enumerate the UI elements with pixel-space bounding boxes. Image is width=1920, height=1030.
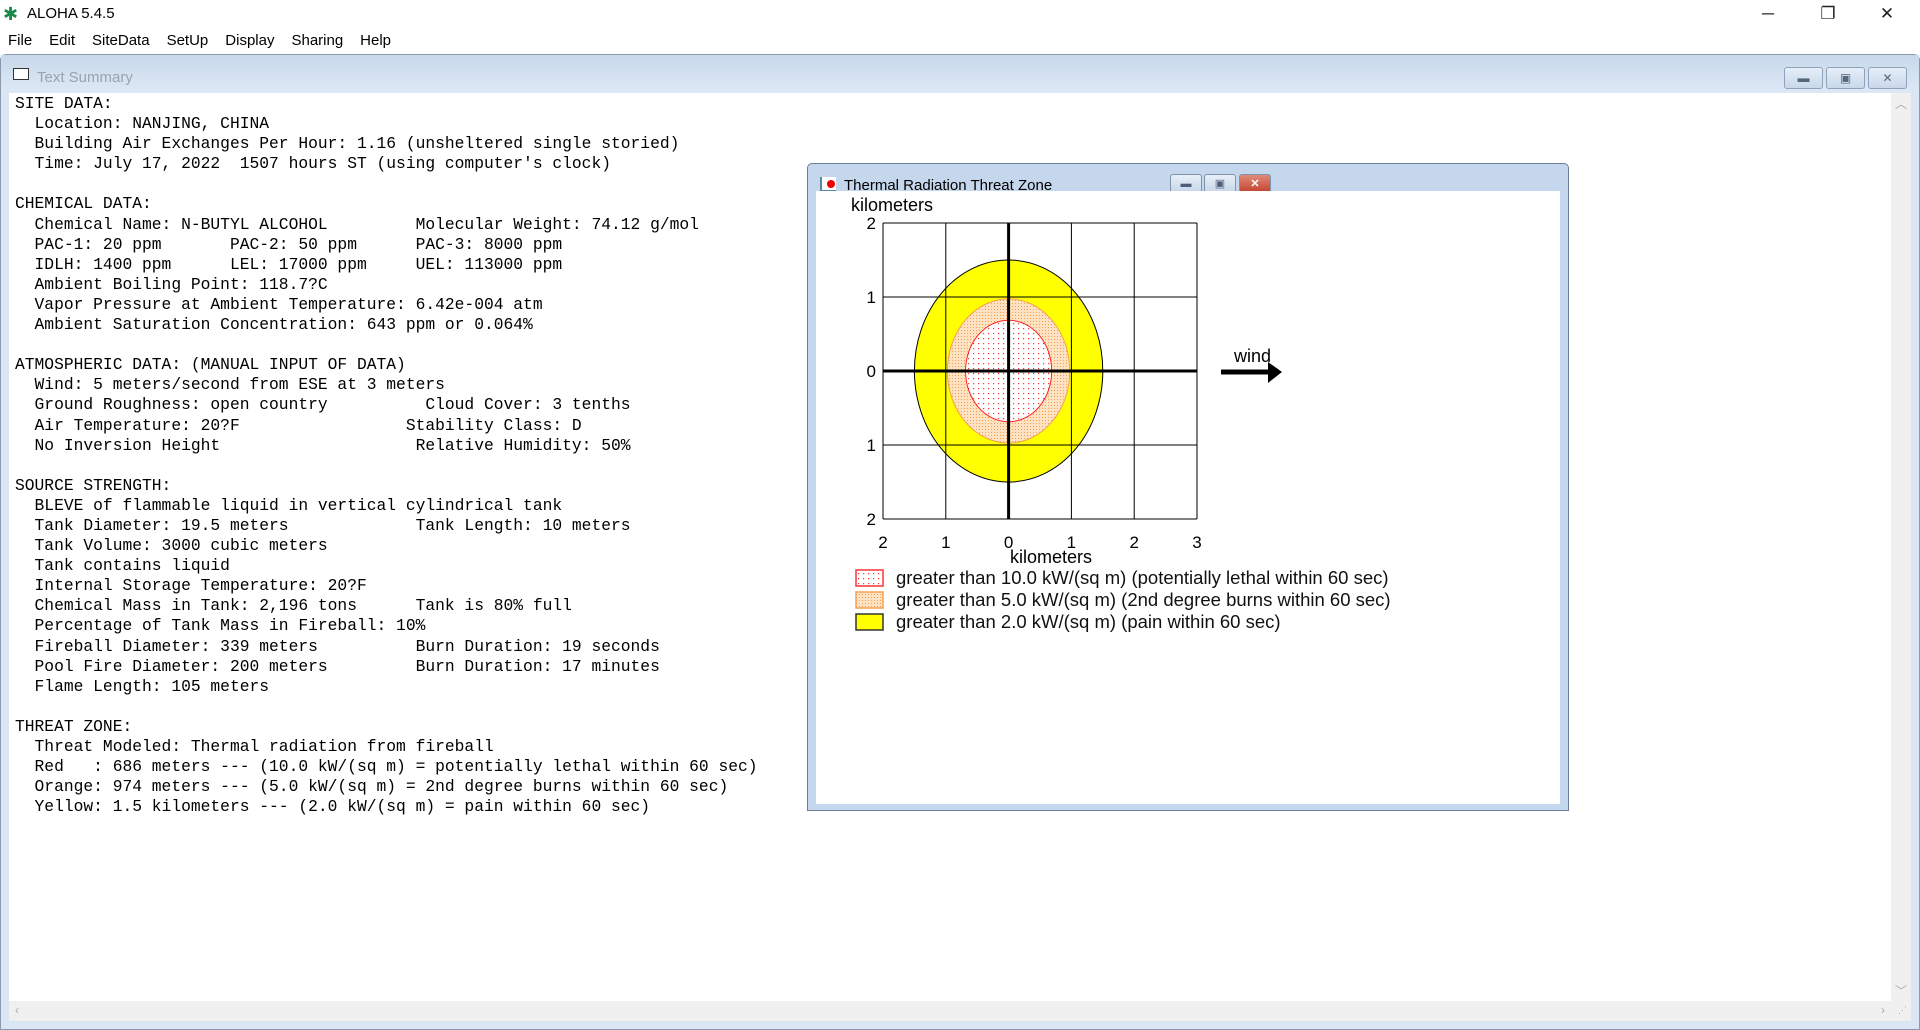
summary-line [15, 335, 758, 355]
summary-line: Fireball Diameter: 339 meters Burn Durat… [15, 636, 660, 656]
threat-zone-plot-area: 2 1 0 1 2 3 2 1 0 1 2 kilometers kilometers wind great… [816, 191, 1560, 804]
app-title-bar: ✱ ALOHA 5.4.5 ─ ❐ ✕ [0, 0, 1920, 28]
text-summary-title-bar[interactable]: Text Summary ▬ ▣ ✕ [1, 55, 1919, 93]
y-tick-label: 2 [867, 510, 876, 529]
x-tick-label: 1 [941, 533, 950, 552]
summary-line: Tank Diameter: 19.5 meters Tank Length: … [15, 515, 631, 535]
summary-line: Pool Fire Diameter: 200 meters Burn Dura… [15, 656, 660, 676]
summary-line: Ground Roughness: open country Cloud Cov… [15, 395, 631, 415]
menu-bar: File Edit SiteData SetUp Display Sharing… [0, 28, 1920, 54]
wind-arrowhead-icon [1268, 362, 1282, 383]
chart-icon [820, 177, 836, 192]
vertical-scrollbar[interactable]: ︿ ﹀ [1891, 93, 1911, 1001]
summary-line: Ambient Boiling Point: 118.7?C [15, 274, 328, 294]
close-icon[interactable]: ✕ [1879, 4, 1895, 23]
summary-line: CHEMICAL DATA: [15, 194, 152, 214]
summary-line: Red : 686 meters --- (10.0 kW/(sq m) = p… [15, 757, 758, 777]
summary-line: Wind: 5 meters/second from ESE at 3 mete… [15, 375, 445, 395]
threat-close-button[interactable]: ✕ [1239, 174, 1271, 194]
summary-line: Location: NANJING, CHINA [15, 114, 270, 134]
summary-line: Chemical Mass in Tank: 2,196 tons Tank i… [15, 596, 572, 616]
child-maximize-button[interactable]: ▣ [1826, 67, 1865, 89]
y-tick-label: 2 [867, 214, 876, 233]
menu-setup[interactable]: SetUp [166, 32, 209, 49]
y-axis-label: kilometers [851, 195, 933, 215]
x-tick-label: 3 [1192, 533, 1201, 552]
document-icon [13, 68, 29, 80]
summary-line [15, 697, 758, 717]
scroll-up-icon[interactable]: ︿ [1894, 97, 1907, 111]
restore-icon[interactable]: ❐ [1820, 4, 1836, 23]
summary-line: Time: July 17, 2022 1507 hours ST (using… [15, 154, 611, 174]
y-tick-label: 1 [867, 288, 876, 307]
x-tick-label: 0 [1004, 533, 1013, 552]
resize-grip-icon[interactable]: ⋰ [1898, 1005, 1907, 1015]
summary-line: THREAT ZONE: [15, 716, 133, 736]
summary-line: Vapor Pressure at Ambient Temperature: 6… [15, 294, 543, 314]
minimize-icon[interactable]: ─ [1761, 4, 1775, 23]
summary-line: Tank Volume: 3000 cubic meters [15, 536, 328, 556]
x-tick-label: 1 [1067, 533, 1076, 552]
summary-line: SOURCE STRENGTH: [15, 475, 172, 495]
threat-minimize-button[interactable]: ▬ [1170, 174, 1202, 194]
scroll-left-icon[interactable]: ‹ [15, 1003, 19, 1017]
summary-line: ATMOSPHERIC DATA: (MANUAL INPUT OF DATA) [15, 355, 406, 375]
summary-line: Air Temperature: 20?F Stability Class: D [15, 415, 582, 435]
legend-swatch [855, 591, 884, 609]
child-close-button[interactable]: ✕ [1868, 67, 1907, 89]
legend-label: greater than 2.0 kW/(sq m) (pain within … [896, 611, 1281, 632]
summary-line: Orange: 974 meters --- (5.0 kW/(sq m) = … [15, 777, 729, 797]
scroll-right-icon[interactable]: › [1881, 1003, 1885, 1017]
x-tick-label: 2 [878, 533, 887, 552]
legend-swatch [855, 569, 884, 587]
summary-line: Flame Length: 105 meters [15, 676, 270, 696]
summary-line: Internal Storage Temperature: 20?F [15, 576, 367, 596]
menu-help[interactable]: Help [360, 32, 392, 49]
menu-file[interactable]: File [8, 32, 33, 49]
summary-line: SITE DATA: [15, 94, 113, 113]
summary-line: Ambient Saturation Concentration: 643 pp… [15, 315, 533, 335]
x-tick-label: 2 [1129, 533, 1138, 552]
child-minimize-button[interactable]: ▬ [1784, 67, 1823, 89]
summary-line: Yellow: 1.5 kilometers --- (2.0 kW/(sq m… [15, 797, 651, 817]
summary-line [15, 456, 758, 476]
menu-edit[interactable]: Edit [49, 32, 76, 49]
summary-line: No Inversion Height Relative Humidity: 5… [15, 435, 631, 455]
threat-zone-chart: 2 1 0 1 2 321012kilometerskilometerswindgreat… [851, 195, 1391, 632]
summary-line: BLEVE of flammable liquid in vertical cy… [15, 495, 563, 515]
summary-line: Chemical Name: N-BUTYL ALCOHOL Molecular… [15, 214, 699, 234]
summary-line: Building Air Exchanges Per Hour: 1.16 (u… [15, 134, 680, 154]
text-summary-body: SITE DATA: Location: NANJING, CHINA Buil… [15, 94, 758, 817]
text-summary-title: Text Summary [37, 69, 133, 86]
scroll-down-icon[interactable]: ﹀ [1894, 984, 1907, 998]
menu-display[interactable]: Display [225, 32, 275, 49]
y-tick-label: 1 [867, 436, 876, 455]
app-title: ALOHA 5.4.5 [27, 5, 115, 22]
summary-line: Percentage of Tank Mass in Fireball: 10% [15, 616, 426, 636]
x-axis-label: kilometers [1010, 547, 1092, 567]
legend-label: greater than 5.0 kW/(sq m) (2nd degree b… [896, 589, 1391, 610]
palm-tree-icon: ✱ [3, 4, 19, 24]
menu-sharing[interactable]: Sharing [291, 32, 344, 49]
legend-swatch [855, 613, 884, 631]
y-tick-label: 0 [867, 362, 876, 381]
summary-line: IDLH: 1400 ppm LEL: 17000 ppm UEL: 11300… [15, 254, 563, 274]
menu-sitedata[interactable]: SiteData [92, 32, 150, 49]
summary-line [15, 174, 758, 194]
wind-label: wind [1233, 346, 1271, 366]
threat-zone-title: Thermal Radiation Threat Zone [844, 177, 1053, 194]
legend-label: greater than 10.0 kW/(sq m) (potentially… [896, 567, 1389, 588]
summary-line: Threat Modeled: Thermal radiation from f… [15, 737, 494, 756]
summary-line: Tank contains liquid [15, 556, 230, 576]
summary-line: PAC-1: 20 ppm PAC-2: 50 ppm PAC-3: 8000 … [15, 234, 563, 254]
horizontal-scrollbar[interactable]: ‹ › ⋰ [9, 1001, 1911, 1021]
